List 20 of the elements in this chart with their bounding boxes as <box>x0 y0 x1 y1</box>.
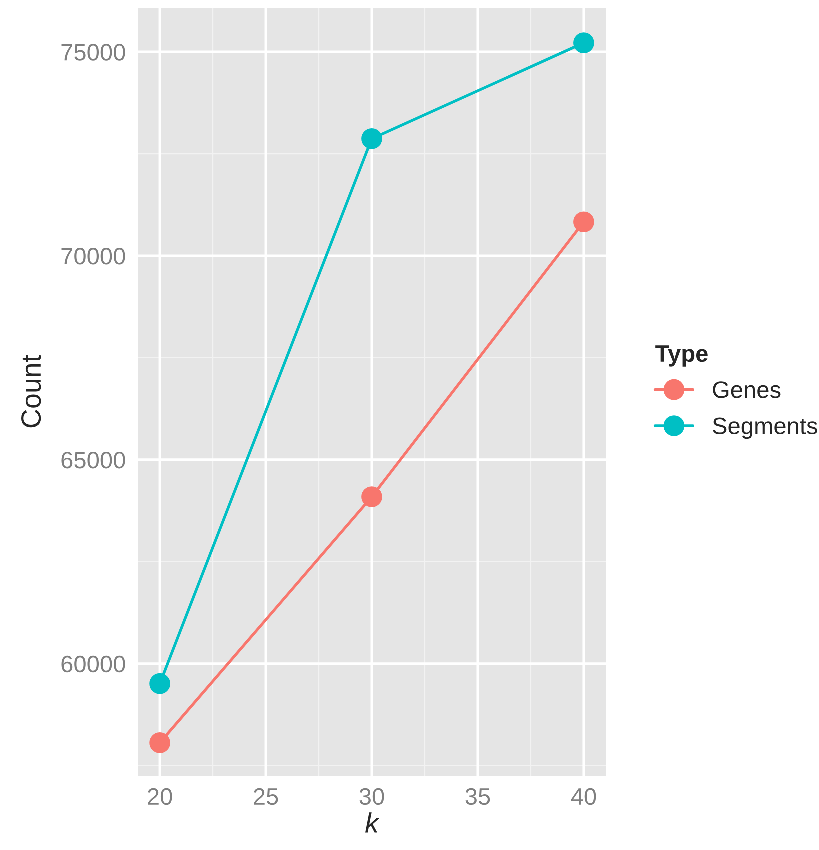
x-tick-label: 25 <box>254 788 278 806</box>
point <box>574 212 594 233</box>
point <box>362 486 382 508</box>
x-tick-label: 30 <box>360 788 384 806</box>
x-tick-label: 40 <box>571 788 596 806</box>
point <box>150 673 170 694</box>
y-tick-label: 65000 <box>62 452 126 469</box>
point <box>150 732 170 754</box>
legend-title: Type <box>656 346 708 367</box>
y-tick-label: 60000 <box>62 656 126 673</box>
point <box>362 128 382 150</box>
y-tick-label: 75000 <box>62 44 126 61</box>
x-tick-label: 20 <box>148 788 172 806</box>
x-axis-title: k <box>366 812 380 833</box>
y-tick-label: 70000 <box>62 248 126 265</box>
legend-label: Genes <box>713 382 781 398</box>
x-tick-label: 35 <box>466 788 490 806</box>
point <box>574 32 594 54</box>
legend-label: Segments <box>713 418 818 440</box>
y-axis-title: Count <box>21 355 42 428</box>
